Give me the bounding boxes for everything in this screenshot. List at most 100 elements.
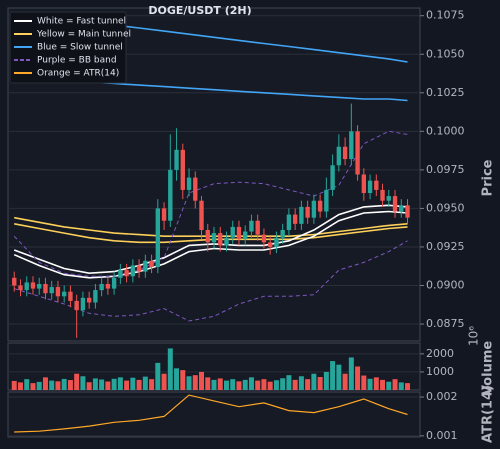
candle-body — [305, 206, 310, 218]
volume-bar — [167, 348, 173, 390]
volume-bar — [355, 366, 361, 390]
y-tick-label: 0.0875 — [426, 317, 465, 330]
candle-body — [355, 131, 360, 175]
volume-bar — [323, 371, 329, 390]
candle-body — [236, 226, 242, 240]
y-axis-title: ATR(14) — [481, 385, 496, 443]
candle-body — [218, 233, 223, 246]
legend-label: Yellow = Main tunnel — [36, 30, 131, 40]
volume-bar — [386, 381, 392, 390]
volume-bar — [317, 376, 323, 390]
candle-body — [374, 180, 379, 190]
volume-bar — [155, 362, 161, 390]
volume-bar — [392, 379, 398, 390]
volume-bar — [261, 379, 267, 390]
volume-bar — [36, 381, 42, 390]
atr-panel — [7, 391, 421, 438]
volume-bar — [342, 373, 348, 390]
candle-body — [124, 270, 129, 277]
candle-body — [37, 283, 42, 289]
y-tick-label: 0.1050 — [426, 47, 465, 60]
y-tick-label: 0.0925 — [426, 240, 465, 253]
volume-bar — [30, 383, 36, 390]
band-line — [14, 240, 408, 322]
candle-body — [267, 242, 273, 247]
candle-body — [311, 200, 317, 218]
candle-body — [174, 149, 179, 170]
y-tick-label: 0.001 — [426, 429, 458, 442]
volume-bar — [130, 377, 136, 390]
candle-body — [336, 146, 342, 166]
candle-body — [180, 149, 185, 190]
volume-bar — [180, 370, 186, 390]
candle-body — [155, 208, 161, 267]
candle-body — [367, 180, 373, 193]
candle-body — [230, 226, 235, 238]
candle-body — [105, 283, 111, 289]
candle-body — [24, 282, 29, 291]
candle-body — [211, 233, 217, 243]
volume-bar — [236, 381, 242, 390]
volume-bar — [361, 375, 367, 390]
candle-body — [68, 291, 73, 301]
candle-body — [342, 146, 348, 160]
volume-bar — [80, 376, 86, 390]
legend-label: Orange = ATR(14) — [37, 69, 119, 79]
candle-body — [130, 265, 136, 277]
candle-body — [18, 285, 23, 291]
candle-body — [261, 234, 267, 243]
volume-bar — [105, 381, 111, 390]
volume-bar — [49, 380, 55, 390]
volume-bar — [205, 377, 211, 390]
candle-body — [292, 214, 298, 224]
candle-body — [405, 205, 410, 218]
volume-bar — [24, 379, 30, 390]
volume-bar — [136, 379, 142, 390]
volume-bar — [174, 368, 180, 390]
volume-bar — [67, 380, 73, 390]
volume-bar — [117, 377, 123, 390]
candle-body — [324, 189, 329, 212]
candle-body — [330, 165, 335, 190]
y-tick-label: 0.1025 — [426, 86, 465, 99]
volume-bar — [267, 381, 273, 390]
candle-body — [12, 277, 17, 286]
candle-body — [55, 287, 61, 297]
volume-bar — [280, 378, 286, 390]
volume-bar — [230, 379, 236, 390]
y-tick-label: 0.1075 — [426, 9, 465, 22]
candle-body — [249, 220, 254, 232]
y-axis-title: Volume — [481, 341, 496, 396]
candle-body — [361, 174, 367, 193]
candle-body — [49, 287, 54, 294]
volume-bar — [55, 381, 61, 390]
volume-bar — [186, 376, 192, 390]
y-tick-label: 0.0950 — [426, 201, 465, 214]
offset-label: 10⁶ — [467, 326, 481, 346]
candle-body — [199, 200, 204, 230]
candle-body — [317, 200, 323, 212]
candle-body — [93, 290, 98, 303]
atr-line — [14, 394, 408, 433]
candle-body — [243, 231, 248, 240]
volume-bar — [199, 371, 205, 390]
volume-bar — [248, 377, 254, 390]
volume-bar — [348, 357, 354, 390]
volume-bar — [42, 377, 48, 390]
candle-body — [299, 206, 304, 224]
volume-bar — [161, 373, 167, 390]
candle-body — [80, 297, 86, 311]
candle-body — [30, 282, 36, 289]
volume-bar — [292, 379, 298, 390]
legend-label: Purple = BB band — [37, 56, 117, 66]
candle-body — [86, 297, 92, 303]
y-tick-label: 0.002 — [426, 390, 458, 403]
candle-body — [193, 177, 198, 201]
y-tick-label: 2000 — [426, 347, 454, 360]
volume-bar — [192, 375, 198, 390]
volume-bar — [286, 375, 292, 390]
y-tick-label: 0.1000 — [426, 124, 465, 137]
candle-body — [280, 230, 285, 238]
volume-bar — [336, 364, 342, 390]
